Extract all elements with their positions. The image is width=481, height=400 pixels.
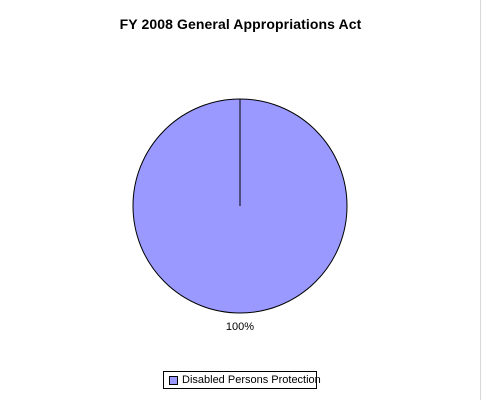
legend: Disabled Persons Protection (163, 371, 321, 389)
pie-slices (132, 98, 348, 314)
pie-slice-label: 100% (226, 321, 254, 333)
legend-label: Disabled Persons Protection (182, 374, 321, 386)
chart-title: FY 2008 General Appropriations Act (119, 16, 362, 32)
legend-swatch (169, 375, 178, 385)
